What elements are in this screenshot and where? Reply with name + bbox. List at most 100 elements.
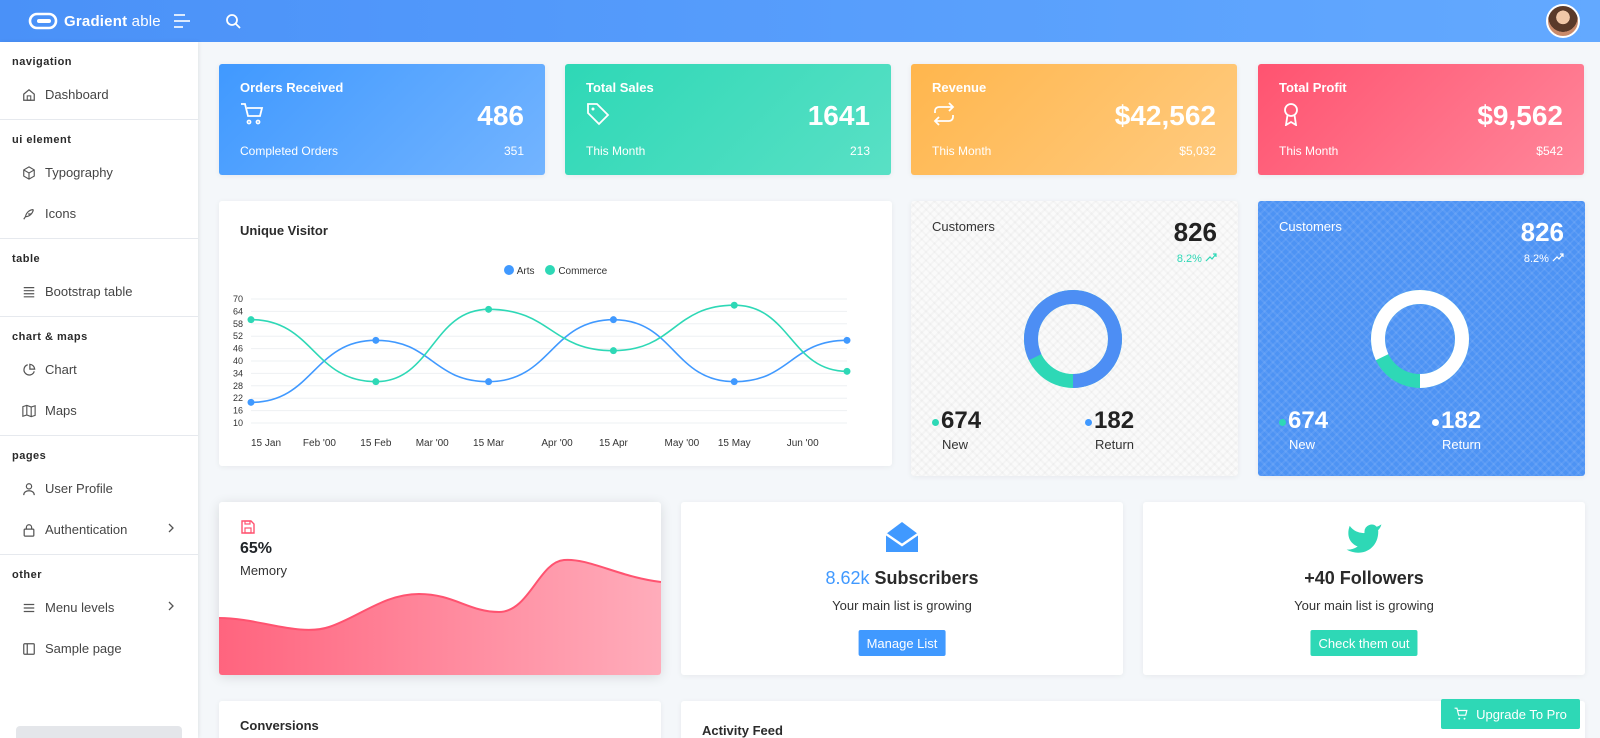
x-tick-label: 15 May (718, 438, 751, 449)
return-label: Return (1095, 437, 1135, 452)
return-label: Return (1442, 437, 1482, 452)
subscribers-title: 8.62k Subscribers (825, 568, 979, 588)
sidebar-item-maps[interactable]: Maps (0, 390, 198, 431)
y-tick-label: 28 (233, 381, 243, 391)
stat-card-profit: Total Profit $9,562 This Month $542 (1258, 64, 1584, 175)
pie-chart-icon (23, 363, 36, 376)
donut-arc (1024, 290, 1122, 388)
repeat-icon (933, 102, 955, 126)
lock-icon (23, 523, 35, 537)
legend-dot (503, 265, 514, 275)
x-tick-label: 15 Feb (360, 438, 392, 449)
menu-toggle-icon[interactable] (173, 13, 191, 29)
donut-arc (1371, 290, 1469, 388)
data-point-commerce[interactable] (609, 347, 617, 355)
stat-sub-value: 213 (849, 144, 870, 158)
data-point-commerce[interactable] (485, 305, 493, 313)
bullet-dot (1085, 419, 1092, 426)
x-tick-label: Apr '00 (541, 438, 573, 449)
nav-group-ui-element: ui element Typography Icons (0, 120, 198, 239)
series-line-commerce (250, 304, 848, 383)
sidebar-item-menu-levels[interactable]: Menu levels (0, 587, 198, 628)
data-point-arts[interactable] (372, 336, 380, 344)
data-point-arts[interactable] (730, 378, 738, 386)
card-title: Activity Feed (702, 723, 783, 738)
memory-label: Memory (240, 563, 287, 578)
stat-sub-value: $542 (1536, 144, 1563, 158)
legend-dot (545, 265, 556, 275)
customers-card-light: Customers 826 8.2% 674 New 182 Return (911, 201, 1238, 476)
new-label: New (1289, 437, 1316, 452)
bullet-dot (1432, 419, 1439, 426)
data-point-commerce[interactable] (247, 316, 255, 324)
stat-value: $42,562 (1114, 100, 1216, 131)
data-point-commerce[interactable] (730, 301, 738, 309)
nav-group-pages: pages User Profile Authentication (0, 436, 198, 555)
sidebar-item-typography[interactable]: Typography (0, 152, 198, 193)
save-icon (241, 520, 255, 534)
nav-group-other: other Menu levels Sample page (0, 555, 198, 673)
stat-value: 486 (477, 100, 524, 131)
stat-sub-label: This Month (1279, 144, 1339, 158)
stat-sub-value: 351 (503, 144, 524, 158)
legend-item-commerce[interactable]: Commerce (545, 265, 607, 277)
home-icon (23, 88, 35, 101)
logo-icon (28, 12, 58, 30)
customers-label: Customers (1279, 219, 1342, 234)
stat-value: 1641 (807, 100, 870, 131)
stat-sub-label: This Month (586, 144, 646, 158)
sidebar-item-label: Menu levels (45, 600, 115, 615)
manage-list-button[interactable]: Manage List (858, 630, 946, 656)
customers-new-stat: 674 New (1279, 407, 1328, 452)
data-point-arts[interactable] (485, 378, 493, 386)
x-tick-label: 15 Mar (473, 438, 505, 449)
sidebar-item-icons[interactable]: Icons (0, 193, 198, 234)
sidebar-item-authentication[interactable]: Authentication (0, 509, 198, 550)
sidebar-item-label: Bootstrap table (45, 284, 133, 299)
sidebar-item-dashboard[interactable]: Dashboard (0, 74, 198, 115)
new-value: 674 (1288, 407, 1329, 434)
sidebar-item-bootstrap-table[interactable]: Bootstrap table (0, 271, 198, 312)
data-point-arts[interactable] (247, 398, 255, 406)
data-point-arts[interactable] (609, 316, 617, 324)
nav-caption: chart & maps (12, 331, 88, 343)
upgrade-label: Upgrade To Pro (1476, 706, 1567, 722)
sidebar-item-label: Sample page (45, 641, 122, 656)
data-point-arts[interactable] (843, 336, 851, 344)
legend-item-arts[interactable]: Arts (503, 265, 535, 277)
tag-icon (587, 103, 610, 126)
sidebar-item-chart[interactable]: Chart (0, 349, 198, 390)
unique-visitor-card: Unique Visitor Arts Commerce 10 16 22 28 34 4… (219, 201, 892, 466)
nav-caption: pages (12, 450, 47, 462)
data-point-commerce[interactable] (372, 378, 380, 386)
legend-label: Arts (516, 266, 535, 277)
nav-group-table: table Bootstrap table (0, 239, 198, 317)
series-line-arts (250, 318, 848, 404)
return-value: 182 (1441, 407, 1482, 434)
sidebar-item-sample-page[interactable]: Sample page (0, 628, 198, 669)
customers-label: Customers (932, 219, 995, 234)
data-point-commerce[interactable] (843, 367, 851, 375)
stat-sub-label: Completed Orders (240, 144, 339, 158)
mail-icon (885, 522, 919, 552)
memory-area-chart (219, 558, 661, 675)
stat-title: Orders Received (240, 80, 344, 95)
upgrade-to-pro-button[interactable]: Upgrade To Pro (1441, 699, 1580, 729)
sidebar-footer-bar (16, 726, 182, 738)
trending-up-icon (1552, 253, 1564, 262)
sidebar-item-user-profile[interactable]: User Profile (0, 468, 198, 509)
customers-donut-chart (1371, 290, 1469, 388)
return-value: 182 (1094, 407, 1135, 434)
stat-sub-label: This Month (932, 144, 992, 158)
bullet-dot (1279, 419, 1286, 426)
y-tick-label: 34 (233, 368, 243, 378)
x-tick-label: May '00 (665, 438, 700, 449)
y-tick-label: 58 (233, 319, 243, 329)
search-icon[interactable] (225, 13, 241, 29)
check-them-out-button[interactable]: Check them out (1310, 630, 1418, 656)
brand[interactable]: Gradient able (28, 11, 161, 31)
avatar[interactable] (1546, 4, 1580, 38)
memory-value: 65% (240, 540, 273, 557)
x-tick-label: Mar '00 (416, 438, 449, 449)
sidebar-icon (23, 642, 35, 655)
